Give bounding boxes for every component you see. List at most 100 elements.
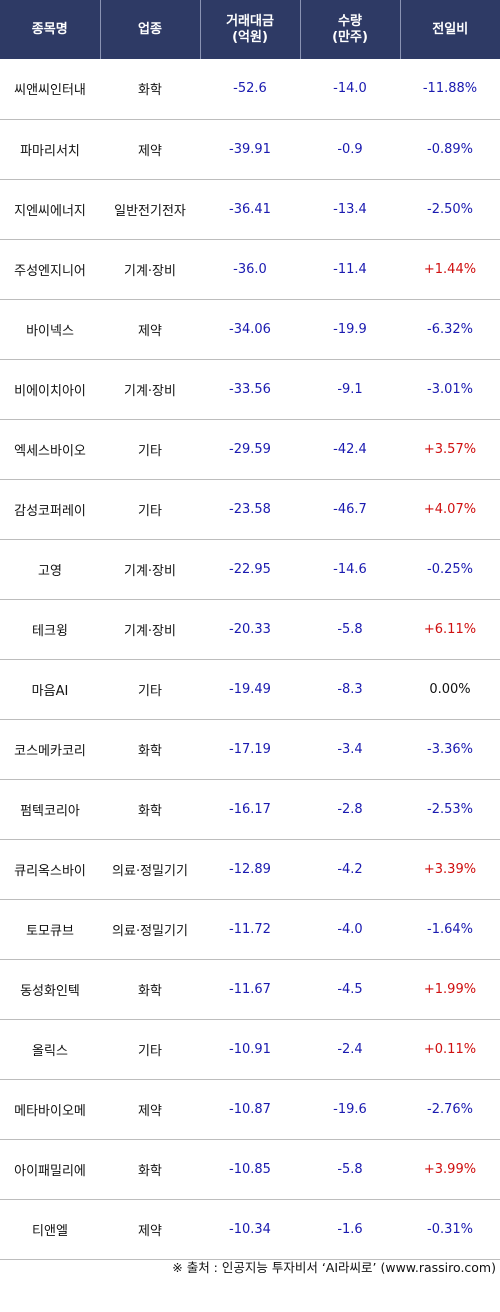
table-row: 엑세스바이오 기타 -29.59 -42.4 +3.57%: [0, 419, 500, 480]
change-rate: -3.36%: [400, 719, 500, 780]
table-row: 아이패밀리에 화학 -10.85 -5.8 +3.99%: [0, 1139, 500, 1200]
sector: 의료·정밀기기: [100, 899, 200, 960]
trade-value: -22.95: [200, 539, 300, 600]
trade-value: -36.0: [200, 239, 300, 300]
change-rate: +1.44%: [400, 239, 500, 300]
trade-value: -10.91: [200, 1019, 300, 1080]
table-body: 씨앤씨인터내 화학 -52.6 -14.0 -11.88% 파마리서치 제약 -39.91 -0…: [0, 59, 500, 1260]
table-header: 종목명 업종 거래대금 (억원) 수량 (만주) 전일비: [0, 0, 500, 59]
table-row: 올릭스 기타 -10.91 -2.4 +0.11%: [0, 1019, 500, 1080]
stock-name: 메타바이오메: [0, 1079, 100, 1140]
sector: 제약: [100, 1199, 200, 1260]
volume: -4.0: [300, 899, 400, 960]
sector: 화학: [100, 779, 200, 840]
volume: -19.6: [300, 1079, 400, 1140]
stock-name: 아이패밀리에: [0, 1139, 100, 1200]
change-rate: 0.00%: [400, 659, 500, 720]
stock-table: 종목명 업종 거래대금 (억원) 수량 (만주) 전일비 씨앤씨인터내 화학 -52…: [0, 0, 500, 1260]
stock-name: 티앤엘: [0, 1199, 100, 1260]
header-trade-value-label: 거래대금: [226, 13, 274, 29]
sector: 일반전기전자: [100, 179, 200, 240]
table-row: 비에이치아이 기계·장비 -33.56 -9.1 -3.01%: [0, 359, 500, 420]
volume: -42.4: [300, 419, 400, 480]
change-rate: -3.01%: [400, 359, 500, 420]
change-rate: -1.64%: [400, 899, 500, 960]
volume: -2.8: [300, 779, 400, 840]
table-row: 코스메카코리 화학 -17.19 -3.4 -3.36%: [0, 719, 500, 780]
stock-name: 비에이치아이: [0, 359, 100, 420]
trade-value: -19.49: [200, 659, 300, 720]
stock-name: 올릭스: [0, 1019, 100, 1080]
sector: 기계·장비: [100, 599, 200, 660]
trade-value: -29.59: [200, 419, 300, 480]
table-row: 큐리옥스바이 의료·정밀기기 -12.89 -4.2 +3.39%: [0, 839, 500, 900]
table-row: 동성화인텍 화학 -11.67 -4.5 +1.99%: [0, 959, 500, 1020]
stock-name: 감성코퍼레이: [0, 479, 100, 540]
volume: -19.9: [300, 299, 400, 360]
table-row: 고영 기계·장비 -22.95 -14.6 -0.25%: [0, 539, 500, 600]
volume: -1.6: [300, 1199, 400, 1260]
source-note: ※ 출처 : 인공지능 투자비서 ‘AI라씨로’ (www.rassiro.co…: [172, 1260, 496, 1275]
sector: 기계·장비: [100, 359, 200, 420]
stock-name: 토모큐브: [0, 899, 100, 960]
header-volume: 수량 (만주): [300, 0, 401, 59]
table-row: 토모큐브 의료·정밀기기 -11.72 -4.0 -1.64%: [0, 899, 500, 960]
trade-value: -16.17: [200, 779, 300, 840]
volume: -4.2: [300, 839, 400, 900]
table-row: 감성코퍼레이 기타 -23.58 -46.7 +4.07%: [0, 479, 500, 540]
table-row: 파마리서치 제약 -39.91 -0.9 -0.89%: [0, 119, 500, 180]
table-row: 주성엔지니어 기계·장비 -36.0 -11.4 +1.44%: [0, 239, 500, 300]
change-rate: -0.31%: [400, 1199, 500, 1260]
change-rate: +4.07%: [400, 479, 500, 540]
volume: -5.8: [300, 1139, 400, 1200]
sector: 의료·정밀기기: [100, 839, 200, 900]
sector: 기타: [100, 479, 200, 540]
sector: 기타: [100, 659, 200, 720]
change-rate: -0.89%: [400, 119, 500, 180]
change-rate: -0.25%: [400, 539, 500, 600]
header-trade-value-unit: (억원): [232, 29, 268, 45]
sector: 기타: [100, 1019, 200, 1080]
sector: 화학: [100, 1139, 200, 1200]
trade-value: -34.06: [200, 299, 300, 360]
header-trade-value: 거래대금 (억원): [200, 0, 301, 59]
change-rate: -2.50%: [400, 179, 500, 240]
change-rate: +1.99%: [400, 959, 500, 1020]
volume: -4.5: [300, 959, 400, 1020]
volume: -14.0: [300, 59, 400, 120]
table-row: 펌텍코리아 화학 -16.17 -2.8 -2.53%: [0, 779, 500, 840]
stock-name: 주성엔지니어: [0, 239, 100, 300]
volume: -5.8: [300, 599, 400, 660]
table-row: 테크윙 기계·장비 -20.33 -5.8 +6.11%: [0, 599, 500, 660]
volume: -3.4: [300, 719, 400, 780]
trade-value: -23.58: [200, 479, 300, 540]
volume: -8.3: [300, 659, 400, 720]
trade-value: -10.34: [200, 1199, 300, 1260]
trade-value: -17.19: [200, 719, 300, 780]
stock-name: 바이넥스: [0, 299, 100, 360]
change-rate: -11.88%: [400, 59, 500, 120]
sector: 기계·장비: [100, 239, 200, 300]
volume: -11.4: [300, 239, 400, 300]
sector: 기계·장비: [100, 539, 200, 600]
trade-value: -52.6: [200, 59, 300, 120]
table-row: 씨앤씨인터내 화학 -52.6 -14.0 -11.88%: [0, 59, 500, 120]
change-rate: +3.57%: [400, 419, 500, 480]
volume: -46.7: [300, 479, 400, 540]
table-row: 지엔씨에너지 일반전기전자 -36.41 -13.4 -2.50%: [0, 179, 500, 240]
volume: -13.4: [300, 179, 400, 240]
trade-value: -36.41: [200, 179, 300, 240]
sector: 화학: [100, 59, 200, 120]
volume: -9.1: [300, 359, 400, 420]
trade-value: -20.33: [200, 599, 300, 660]
stock-name: 동성화인텍: [0, 959, 100, 1020]
sector: 화학: [100, 719, 200, 780]
sector: 기타: [100, 419, 200, 480]
sector: 제약: [100, 119, 200, 180]
sector: 제약: [100, 299, 200, 360]
change-rate: -2.76%: [400, 1079, 500, 1140]
sector: 화학: [100, 959, 200, 1020]
sector: 제약: [100, 1079, 200, 1140]
table-row: 티앤엘 제약 -10.34 -1.6 -0.31%: [0, 1199, 500, 1260]
header-name: 종목명: [0, 0, 101, 59]
